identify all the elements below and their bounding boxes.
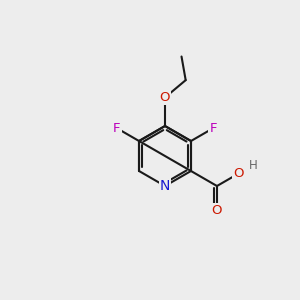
Text: H: H [249,158,258,172]
Text: N: N [160,179,170,193]
Text: O: O [233,167,244,180]
Text: O: O [212,204,222,217]
Text: F: F [113,122,121,135]
Text: O: O [160,91,170,104]
Text: F: F [209,122,217,135]
